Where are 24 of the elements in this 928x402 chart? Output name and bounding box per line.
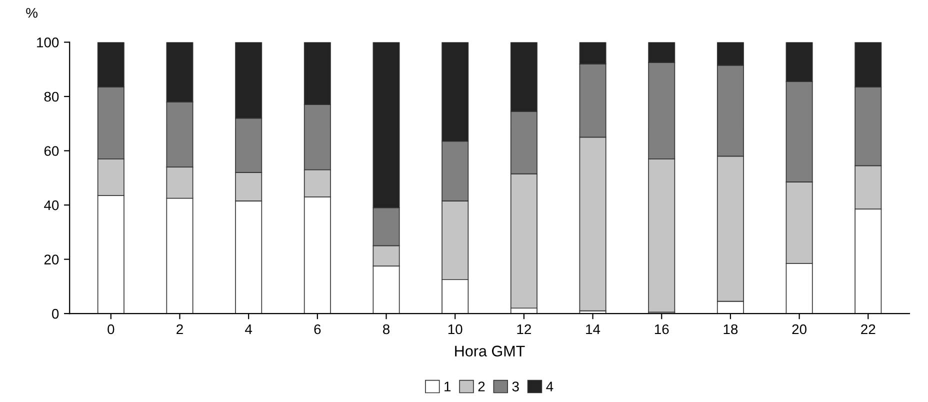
y-tick-label: 80 bbox=[44, 92, 59, 102]
x-tick-label: 8 bbox=[383, 324, 390, 334]
y-tick-label: 100 bbox=[37, 38, 59, 48]
x-tick-label: 20 bbox=[792, 324, 806, 334]
x-tick-label: 6 bbox=[314, 324, 321, 334]
x-tick-label: 14 bbox=[586, 324, 600, 334]
y-tick-label: 60 bbox=[44, 146, 59, 156]
legend-label: 4 bbox=[546, 382, 554, 392]
x-tick-label: 16 bbox=[654, 324, 669, 334]
x-tick-label: 0 bbox=[108, 324, 114, 334]
x-axis-title: Hora GMT bbox=[455, 346, 525, 356]
x-tick-label: 12 bbox=[517, 324, 531, 334]
y-axis-title: % bbox=[26, 8, 38, 18]
legend-label: 1 bbox=[444, 382, 451, 392]
legend-label: 3 bbox=[512, 382, 519, 392]
x-tick-label: 18 bbox=[724, 324, 738, 334]
y-tick-label: 20 bbox=[44, 254, 59, 264]
x-tick-label: 4 bbox=[245, 324, 252, 334]
legend-label: 2 bbox=[478, 382, 485, 392]
x-tick-label: 22 bbox=[861, 324, 876, 334]
x-tick-label: 10 bbox=[448, 324, 462, 334]
y-tick-label: 40 bbox=[44, 200, 59, 210]
x-tick-label: 2 bbox=[176, 324, 183, 334]
y-tick-label: 0 bbox=[52, 308, 59, 319]
